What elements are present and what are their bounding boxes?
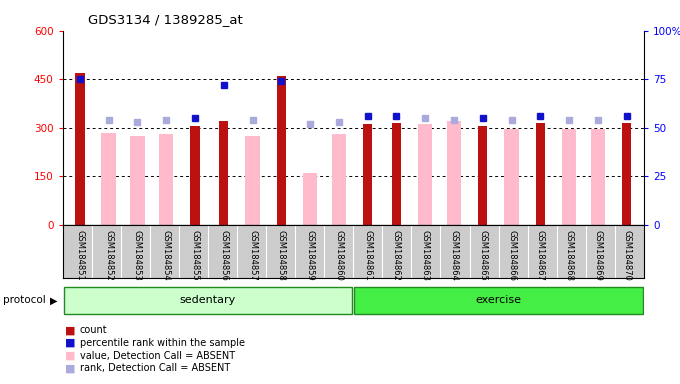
Text: protocol: protocol: [3, 295, 46, 305]
Text: GSM184862: GSM184862: [392, 230, 401, 281]
Bar: [75, 73, 84, 225]
Text: GSM184863: GSM184863: [421, 230, 430, 281]
Bar: [277, 76, 286, 225]
Bar: [363, 124, 373, 225]
Text: ■: ■: [65, 363, 75, 373]
Text: GSM184860: GSM184860: [335, 230, 343, 281]
Text: ▶: ▶: [50, 295, 57, 305]
Bar: [478, 126, 488, 225]
Text: GSM184855: GSM184855: [190, 230, 199, 280]
Text: GSM184857: GSM184857: [248, 230, 257, 281]
Bar: [332, 134, 346, 225]
Text: GSM184851: GSM184851: [75, 230, 84, 280]
Text: GSM184856: GSM184856: [219, 230, 228, 281]
Text: GSM184869: GSM184869: [594, 230, 602, 281]
Text: GSM184861: GSM184861: [363, 230, 372, 281]
Text: GSM184870: GSM184870: [622, 230, 631, 281]
Bar: [447, 121, 461, 225]
Text: GSM184853: GSM184853: [133, 230, 142, 281]
Bar: [159, 134, 173, 225]
Bar: [591, 129, 605, 225]
Bar: [101, 132, 116, 225]
Text: GSM184867: GSM184867: [536, 230, 545, 281]
Text: ■: ■: [65, 338, 75, 348]
Bar: [219, 121, 228, 225]
Text: GSM184854: GSM184854: [162, 230, 171, 280]
Bar: [130, 136, 145, 225]
Bar: [392, 123, 401, 225]
Text: GSM184864: GSM184864: [449, 230, 458, 281]
Text: value, Detection Call = ABSENT: value, Detection Call = ABSENT: [80, 351, 235, 361]
Text: count: count: [80, 325, 107, 335]
Text: GDS3134 / 1389285_at: GDS3134 / 1389285_at: [88, 13, 243, 26]
Text: GSM184866: GSM184866: [507, 230, 516, 281]
Text: percentile rank within the sample: percentile rank within the sample: [80, 338, 245, 348]
Text: GSM184865: GSM184865: [478, 230, 488, 281]
Bar: [190, 126, 200, 225]
Text: GSM184852: GSM184852: [104, 230, 113, 280]
Bar: [562, 129, 577, 225]
Bar: [303, 173, 318, 225]
Text: ■: ■: [65, 351, 75, 361]
Text: exercise: exercise: [475, 295, 522, 306]
Text: GSM184858: GSM184858: [277, 230, 286, 281]
FancyBboxPatch shape: [64, 287, 352, 314]
FancyBboxPatch shape: [354, 287, 643, 314]
Text: ■: ■: [65, 325, 75, 335]
Bar: [622, 123, 631, 225]
Text: rank, Detection Call = ABSENT: rank, Detection Call = ABSENT: [80, 363, 230, 373]
Text: GSM184859: GSM184859: [305, 230, 315, 280]
Text: sedentary: sedentary: [180, 295, 236, 306]
Bar: [245, 136, 260, 225]
Bar: [418, 124, 432, 225]
Bar: [536, 123, 545, 225]
Bar: [505, 129, 519, 225]
Text: GSM184868: GSM184868: [564, 230, 574, 281]
